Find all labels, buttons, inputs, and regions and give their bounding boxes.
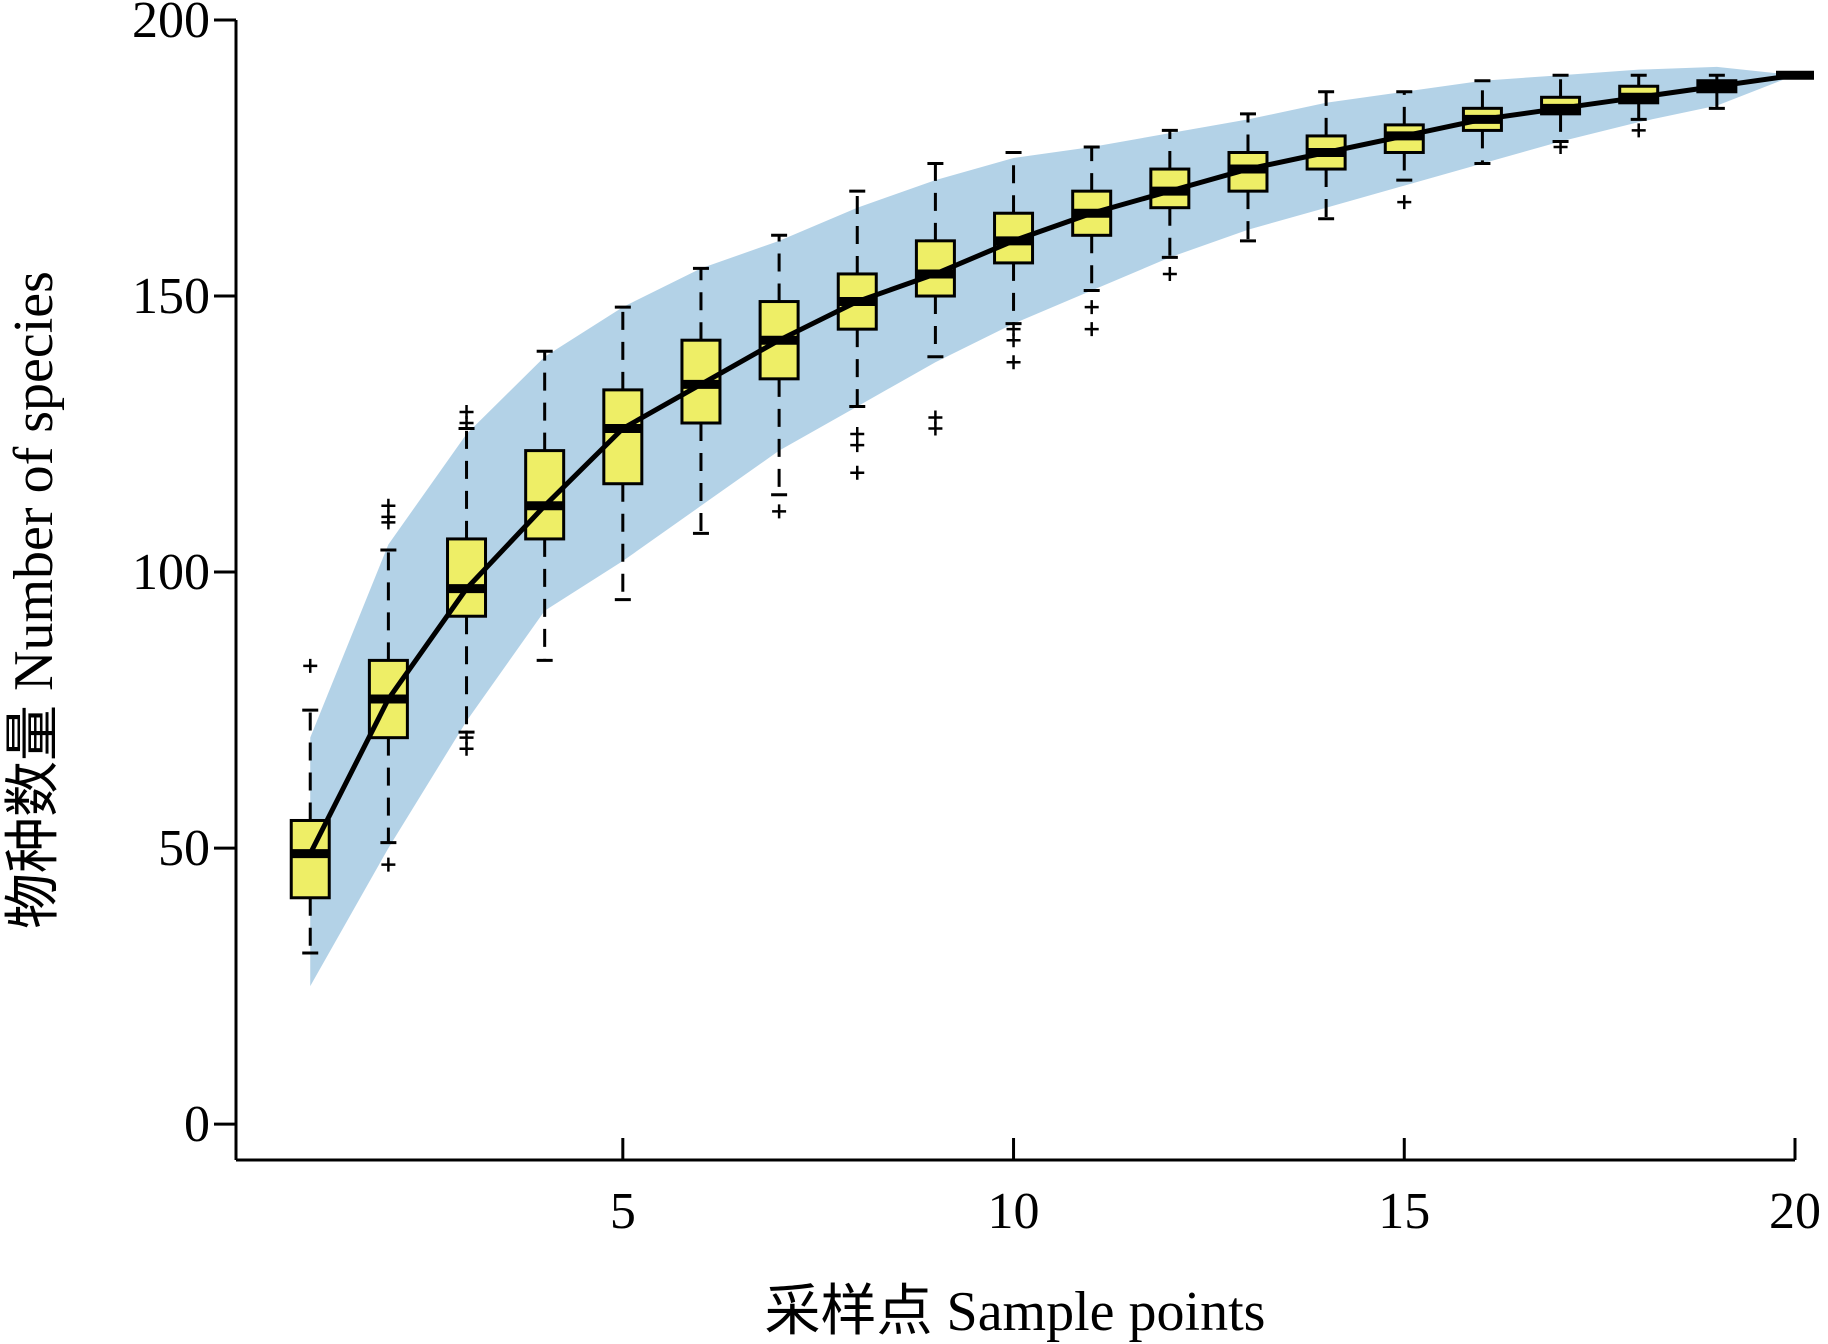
outlier-marker bbox=[1397, 195, 1412, 210]
y-tick-label: 200 bbox=[132, 0, 210, 49]
outlier-marker bbox=[1162, 266, 1177, 281]
confidence-band-layer bbox=[310, 66, 1796, 987]
median-trend-line bbox=[308, 72, 1796, 855]
outlier-marker bbox=[928, 410, 943, 425]
y-axis-title: 物种数量 Number of species bbox=[3, 271, 65, 929]
y-tick-label: 100 bbox=[132, 544, 210, 601]
box-iqr bbox=[602, 388, 644, 486]
x-tick-label: 20 bbox=[1769, 1183, 1821, 1240]
outlier-marker bbox=[1084, 300, 1099, 315]
mean-line-layer bbox=[308, 72, 1796, 855]
outlier-marker bbox=[459, 404, 474, 419]
x-axis-title: 采样点 Sample points bbox=[765, 1281, 1266, 1343]
ticks-layer: 0 50 100 150 200 5 10 15 20 bbox=[132, 0, 1821, 1240]
outlier-marker bbox=[850, 465, 865, 480]
outlier-marker bbox=[850, 427, 865, 442]
x-tick-label: 10 bbox=[988, 1183, 1040, 1240]
outlier-marker bbox=[1006, 322, 1021, 337]
x-tick-label: 15 bbox=[1378, 1183, 1430, 1240]
y-tick-label: 0 bbox=[184, 1096, 210, 1153]
confidence-band bbox=[310, 66, 1796, 987]
box-sample-9 bbox=[914, 162, 956, 436]
y-tick-label: 50 bbox=[158, 820, 210, 877]
x-tick-label: 5 bbox=[610, 1183, 636, 1240]
y-tick-label: 150 bbox=[132, 268, 210, 325]
outlier-marker bbox=[381, 498, 396, 513]
outlier-marker bbox=[1553, 139, 1568, 154]
outlier-marker bbox=[1084, 322, 1099, 337]
axes-layer bbox=[234, 20, 1795, 1162]
outlier-marker bbox=[381, 857, 396, 872]
outlier-marker bbox=[459, 730, 474, 745]
outlier-marker bbox=[772, 504, 787, 519]
outlier-marker bbox=[303, 658, 318, 673]
box-iqr bbox=[914, 239, 956, 298]
outlier-marker bbox=[1631, 123, 1646, 138]
outlier-marker bbox=[1006, 355, 1021, 370]
box-sample-5 bbox=[602, 305, 644, 602]
